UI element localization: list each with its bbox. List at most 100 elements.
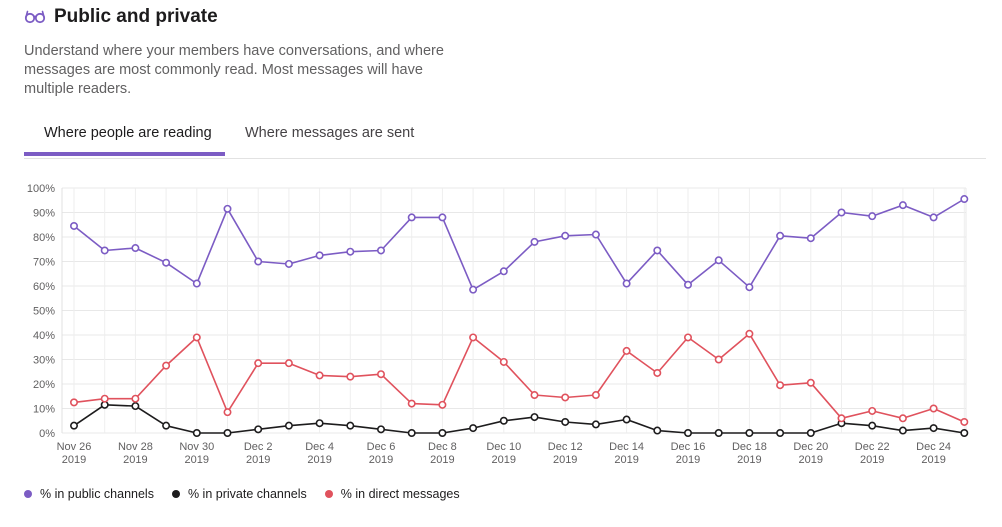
data-point-private [868,421,877,430]
page-header: Public and private [24,6,218,28]
x-tick-label-year: 2019 [430,454,454,466]
chart-legend: % in public channels % in private channe… [24,487,460,501]
x-tick-label-year: 2019 [860,454,884,466]
data-point-direct [530,391,539,400]
data-point-public [346,247,355,256]
y-tick-label: 60% [33,281,55,293]
data-point-direct [70,398,79,407]
data-point-public [745,283,754,292]
y-tick-label: 90% [33,208,55,220]
data-point-direct [745,329,754,338]
data-point-private [438,429,447,438]
legend-item-private[interactable]: % in private channels [171,487,307,501]
data-point-private [469,424,478,433]
x-tick-label: Dec 20 [793,441,828,453]
x-tick-label: Dec 8 [428,441,457,453]
x-tick-label-year: 2019 [246,454,270,466]
data-point-private [591,420,600,429]
line-chart: 0%10%20%30%40%50%60%70%80%90%100%Nov 262… [27,183,969,466]
data-point-public [192,279,201,288]
data-point-direct [898,414,907,423]
data-point-private [745,429,754,438]
data-point-public [960,195,969,204]
series-line-direct [73,333,965,423]
legend-item-public[interactable]: % in public channels [24,487,154,501]
tab-where-messages-are-sent[interactable]: Where messages are sent [245,125,415,141]
x-tick-label: Dec 22 [855,441,890,453]
data-point-direct [192,333,201,342]
data-point-direct [561,393,570,402]
data-point-direct [162,361,171,370]
data-point-direct [499,357,508,366]
y-tick-label: 40% [33,330,55,342]
data-point-public [469,285,478,294]
tab-where-people-are-reading[interactable]: Where people are reading [44,125,212,141]
data-point-private [407,429,416,438]
data-point-private [806,429,815,438]
data-point-public [653,246,662,255]
legend-dot-direct [324,490,333,498]
x-tick-label: Dec 4 [305,441,334,453]
data-point-direct [929,404,938,413]
data-point-public [898,201,907,210]
data-point-private [929,424,938,433]
y-tick-label: 20% [33,379,55,391]
data-point-direct [469,333,478,342]
legend-item-direct[interactable]: % in direct messages [324,487,460,501]
data-point-public [499,267,508,276]
data-point-direct [346,372,355,381]
data-point-direct [131,394,140,403]
data-point-public [162,258,171,267]
x-tick-label-year: 2019 [553,454,577,466]
y-tick-label: 70% [33,257,55,269]
y-tick-label: 50% [33,306,55,318]
data-point-private [714,429,723,438]
data-point-direct [315,371,324,380]
data-point-private [346,421,355,430]
x-tick-label: Nov 26 [57,441,92,453]
data-point-direct [407,399,416,408]
x-tick-label-year: 2019 [676,454,700,466]
data-point-private [653,426,662,435]
data-point-private [683,429,692,438]
series-line-private [73,404,965,434]
data-point-public [438,213,447,222]
data-point-public [929,213,938,222]
x-tick-label: Nov 30 [179,441,214,453]
data-point-private [776,429,785,438]
y-tick-label: 10% [33,404,55,416]
x-tick-label-year: 2019 [799,454,823,466]
data-point-private [530,413,539,422]
data-point-private [898,426,907,435]
x-tick-label-year: 2019 [492,454,516,466]
data-point-private [499,416,508,425]
active-tab-indicator [24,152,225,156]
legend-dot-private [171,490,180,498]
y-tick-label: 80% [33,232,55,244]
data-point-direct [284,359,293,368]
x-tick-label-year: 2019 [921,454,945,466]
data-point-public [806,234,815,243]
data-point-private [131,402,140,411]
x-tick-label: Dec 2 [244,441,273,453]
y-tick-label: 0% [39,428,55,440]
data-point-private [70,421,79,430]
x-tick-label: Dec 24 [916,441,951,453]
tab-bar: Where people are reading Where messages … [24,118,986,159]
y-tick-label: 100% [27,183,55,195]
x-tick-label-year: 2019 [307,454,331,466]
data-point-direct [837,414,846,423]
x-tick-label: Dec 18 [732,441,767,453]
legend-dot-public [24,490,32,498]
x-tick-label: Dec 6 [367,441,396,453]
x-tick-label-year: 2019 [614,454,638,466]
data-point-public [131,244,140,253]
data-point-public [70,221,79,230]
data-point-public [776,231,785,240]
data-point-public [837,208,846,217]
data-point-public [284,259,293,268]
page-description: Understand where your members have conve… [24,43,444,97]
x-tick-label-year: 2019 [123,454,147,466]
data-point-public [376,246,385,255]
x-tick-label-year: 2019 [62,454,86,466]
